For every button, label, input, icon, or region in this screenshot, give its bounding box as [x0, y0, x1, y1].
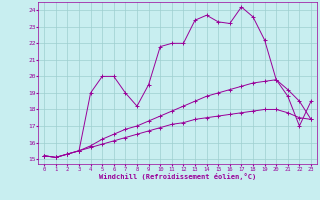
- X-axis label: Windchill (Refroidissement éolien,°C): Windchill (Refroidissement éolien,°C): [99, 173, 256, 180]
